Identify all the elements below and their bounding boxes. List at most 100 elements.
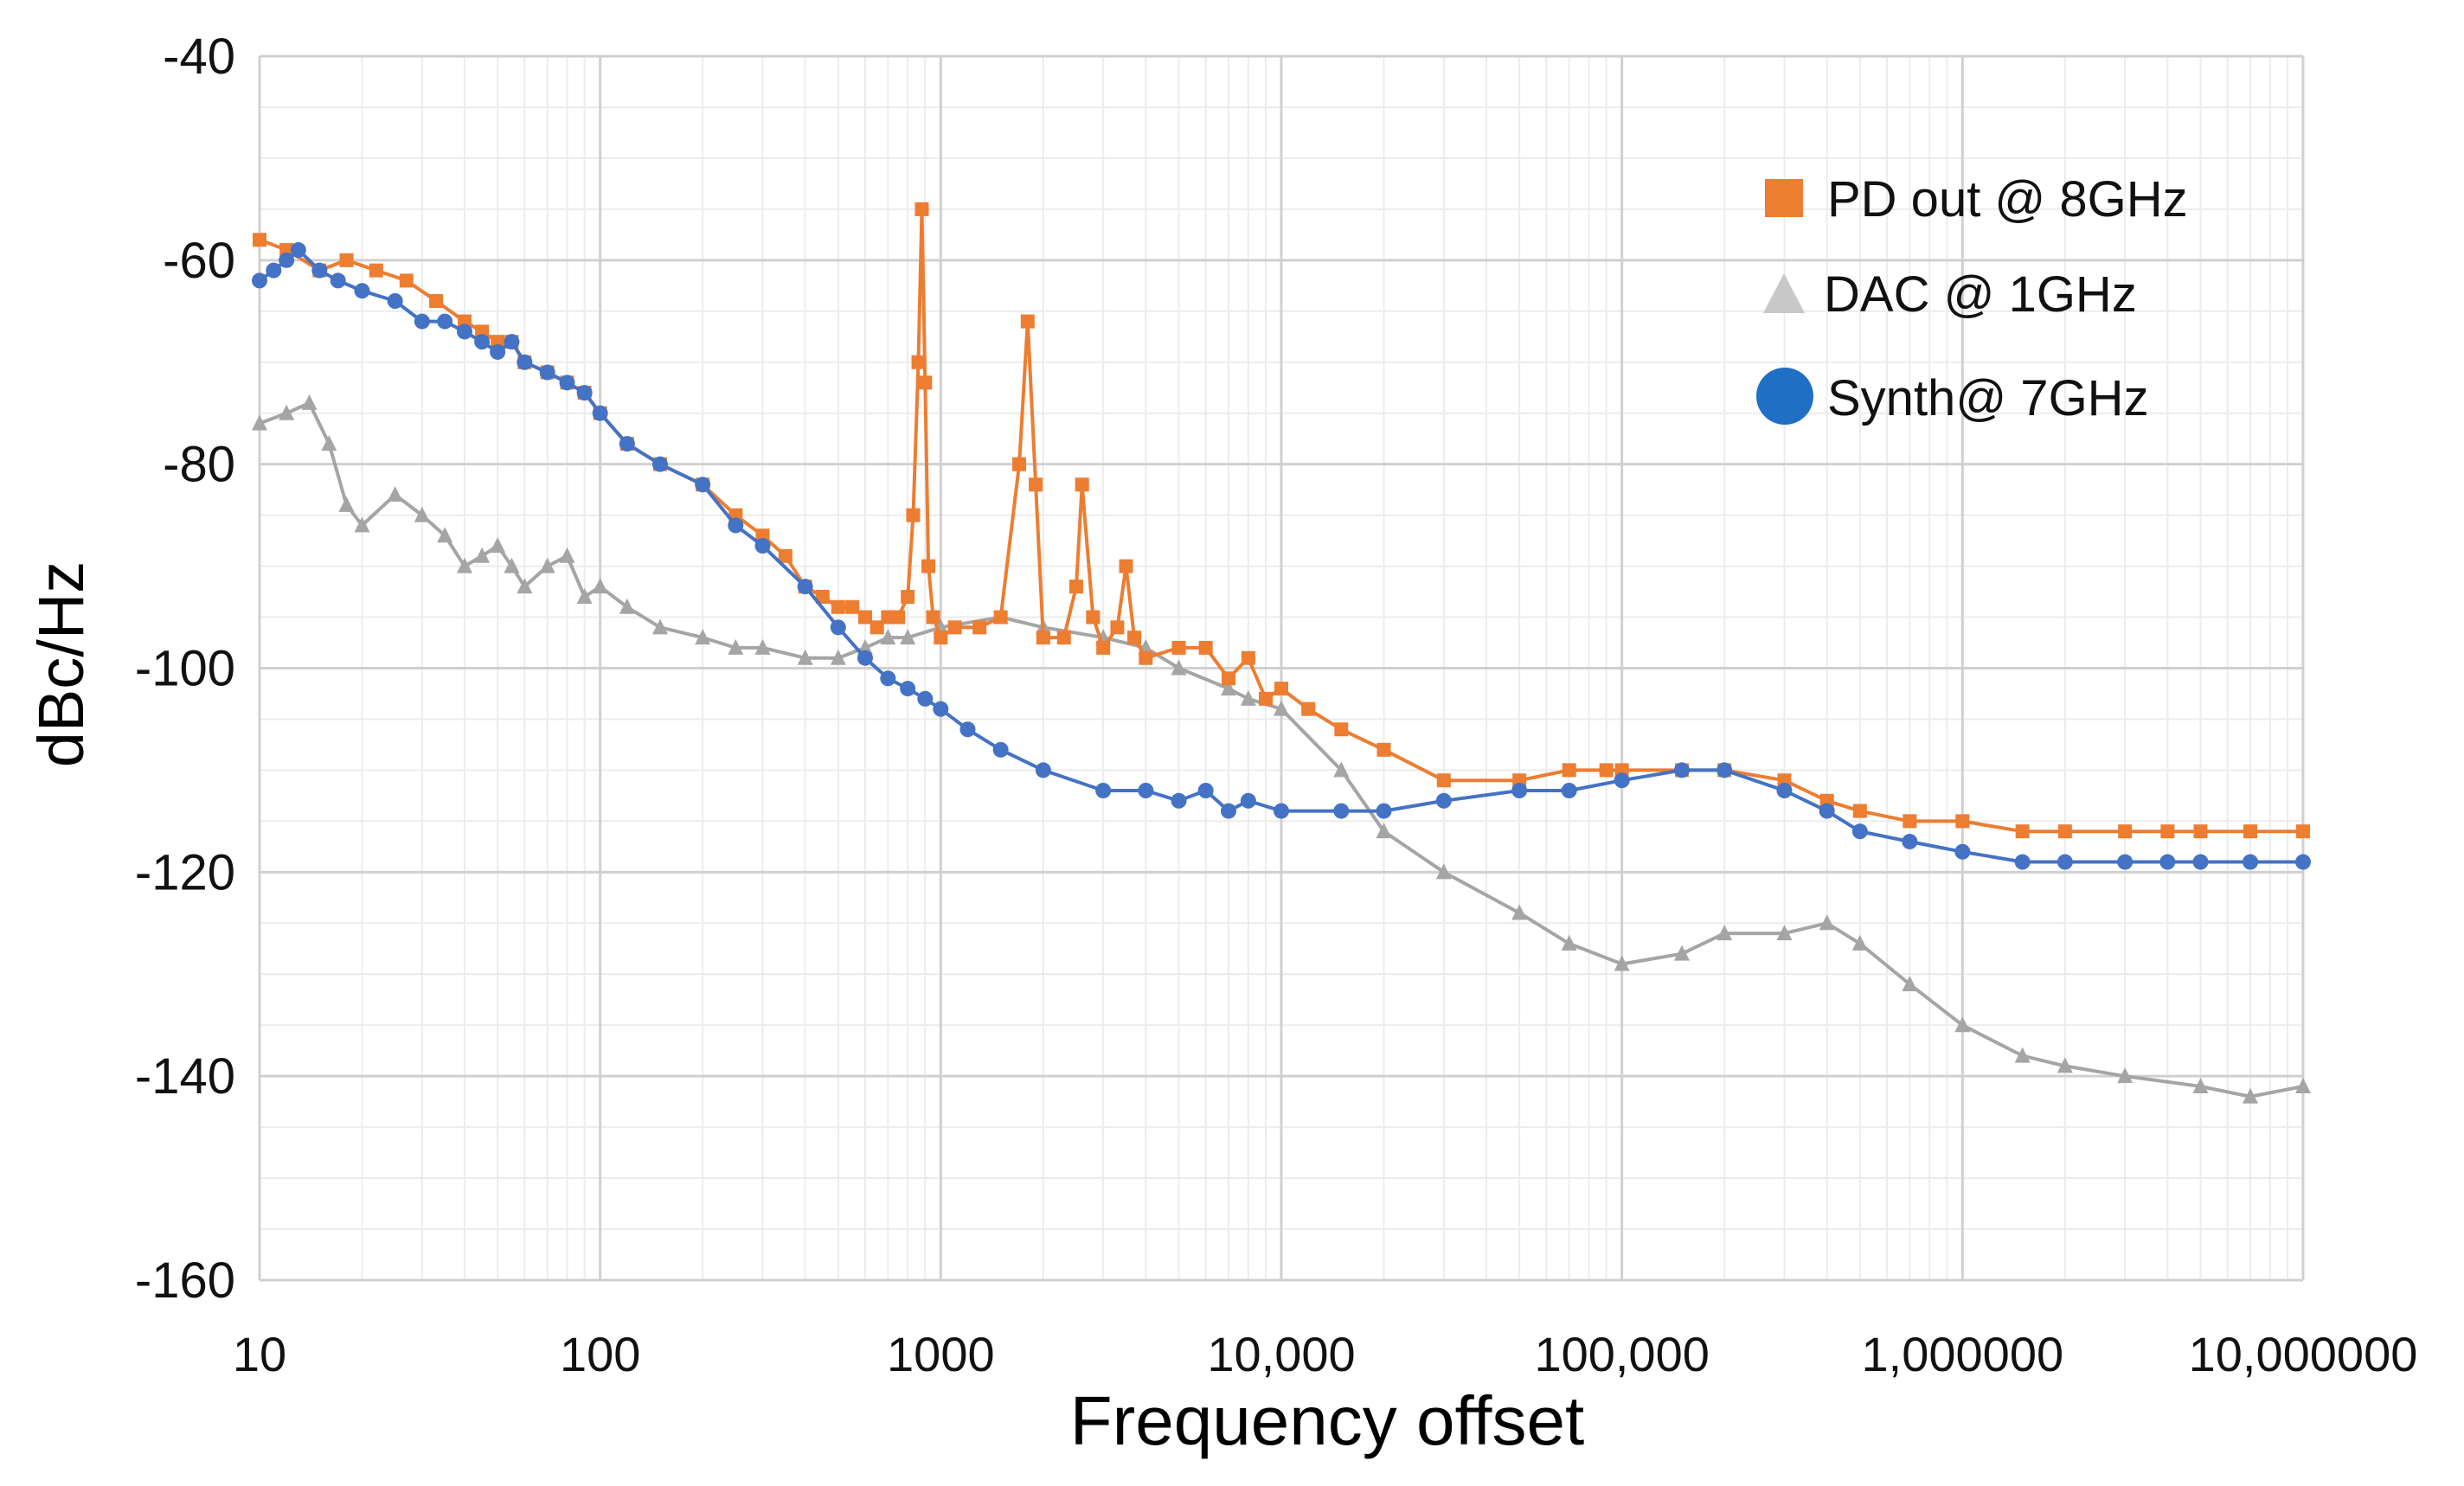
legend-label-dac: DAC @ 1GHz [1824, 266, 2137, 323]
data-point-square [1955, 814, 1970, 829]
data-point-circle [1902, 833, 1918, 849]
data-point-triangle [651, 618, 668, 635]
data-point-triangle [504, 557, 520, 573]
data-point-circle [1954, 843, 1971, 860]
data-point-triangle [1221, 680, 1237, 696]
data-point-triangle [252, 414, 267, 431]
data-point-square [1562, 763, 1576, 778]
legend-swatch-circle-icon [1756, 368, 1813, 425]
data-point-square [831, 599, 845, 614]
legend-label-synth: Synth@ 7GHz [1827, 370, 2149, 426]
data-point-triangle [338, 496, 355, 512]
data-point-circle [1333, 803, 1350, 819]
data-point-square [901, 589, 915, 604]
data-point-square [926, 610, 940, 625]
data-point-circle [1819, 803, 1835, 819]
data-point-triangle [559, 547, 575, 563]
data-point-square [2193, 824, 2208, 839]
data-point-square [993, 610, 1008, 625]
data-point-circle [1138, 783, 1154, 798]
data-point-square [1852, 804, 1867, 818]
data-point-square [2015, 824, 2030, 839]
data-point-triangle [754, 638, 771, 655]
data-point-square [1110, 620, 1125, 635]
x-tick-label: 100,000 [1534, 1327, 1709, 1381]
data-point-circle [2243, 854, 2259, 870]
data-point-square [1012, 457, 1027, 471]
data-point-square [339, 253, 354, 267]
data-point-triangle [387, 486, 403, 503]
series-dac-1ghz [252, 394, 2311, 1104]
data-point-triangle [1561, 934, 1577, 951]
data-point-triangle [437, 527, 453, 543]
data-point-circle [1171, 792, 1187, 809]
y-tick-label: -40 [163, 29, 235, 85]
data-point-circle [830, 619, 846, 636]
legend-label-pd-out: PD out @ 8GHz [1827, 171, 2188, 227]
data-point-circle [592, 405, 608, 421]
data-point-circle [728, 517, 744, 534]
data-point-circle [1221, 803, 1237, 819]
data-point-circle [992, 741, 1009, 758]
data-point-triangle [474, 547, 491, 563]
data-point-square [972, 620, 987, 635]
data-point-square [1068, 580, 1083, 594]
major-gridlines [258, 54, 2305, 1282]
data-point-circle [1197, 783, 1214, 798]
data-point-circle [1274, 803, 1289, 819]
y-tick-label: -120 [135, 844, 235, 900]
data-point-square [845, 599, 860, 614]
x-tick-label: 100 [560, 1327, 640, 1381]
data-point-square [1241, 650, 1255, 665]
data-point-circle [1716, 762, 1733, 778]
y-tick-label: -140 [135, 1048, 235, 1105]
data-point-circle [474, 334, 491, 350]
data-point-circle [933, 701, 949, 717]
data-point-square [2118, 824, 2133, 839]
data-point-triangle [1376, 823, 1392, 839]
data-point-triangle [2117, 1067, 2134, 1084]
y-axis-label: dBc/Hz [25, 561, 97, 768]
data-point-circle [414, 313, 430, 330]
data-point-circle [797, 579, 813, 595]
data-point-square [1903, 814, 1917, 829]
x-tick-label: 10,000000 [2189, 1327, 2418, 1381]
data-point-square [1056, 631, 1071, 645]
data-point-circle [457, 323, 473, 340]
data-point-circle [917, 690, 934, 707]
data-point-circle [290, 242, 306, 259]
data-point-square [1334, 722, 1349, 737]
data-point-square [253, 233, 266, 247]
data-point-triangle [517, 578, 533, 594]
data-point-circle [539, 364, 555, 381]
data-point-circle [2192, 854, 2209, 870]
data-point-triangle [1902, 976, 1918, 992]
data-point-circle [1614, 772, 1630, 789]
data-point-circle [437, 313, 453, 330]
data-point-triangle [279, 404, 295, 420]
data-point-triangle [2243, 1087, 2259, 1104]
data-point-square [1029, 477, 1043, 492]
data-point-square [1139, 650, 1153, 665]
data-point-circle [754, 538, 771, 554]
data-point-circle [559, 375, 575, 391]
data-point-circle [1561, 783, 1577, 798]
data-point-circle [619, 436, 635, 452]
data-point-square [1198, 640, 1213, 655]
data-point-square [1171, 640, 1186, 655]
data-point-circle [252, 272, 267, 289]
data-point-triangle [695, 629, 711, 645]
data-point-triangle [321, 435, 337, 452]
x-tick-label: 10 [233, 1327, 286, 1381]
data-point-triangle [490, 537, 506, 553]
data-point-square [1599, 763, 1614, 778]
data-point-triangle [830, 649, 846, 665]
data-point-circle [651, 456, 668, 472]
data-point-square [1376, 742, 1391, 757]
legend-swatch-square-icon [1765, 179, 1803, 217]
data-point-circle [2057, 854, 2073, 870]
data-point-circle [880, 670, 896, 687]
data-point-square [1436, 773, 1451, 788]
